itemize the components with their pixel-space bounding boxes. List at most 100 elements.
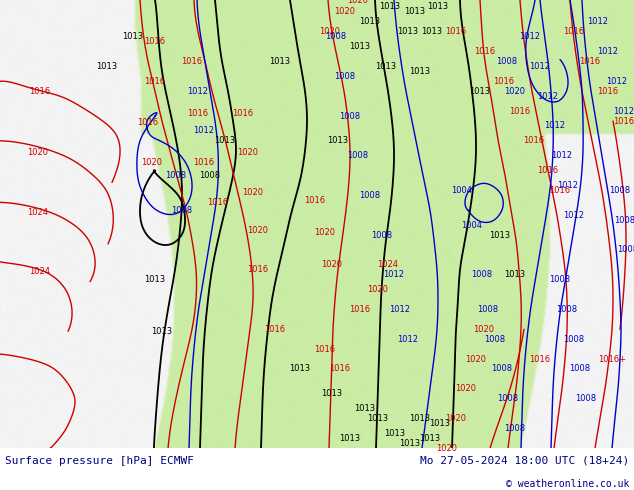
- Text: 1012: 1012: [597, 47, 619, 56]
- Text: 1016: 1016: [550, 186, 571, 195]
- Text: 1013: 1013: [404, 7, 425, 16]
- Text: 1013: 1013: [375, 62, 396, 71]
- Text: 1008: 1008: [372, 231, 392, 240]
- Text: Surface pressure [hPa] ECMWF: Surface pressure [hPa] ECMWF: [5, 456, 194, 466]
- Text: 1016+: 1016+: [598, 355, 626, 364]
- Text: 1020: 1020: [141, 158, 162, 167]
- Text: 1013: 1013: [505, 270, 526, 279]
- Text: 1008: 1008: [335, 72, 356, 81]
- Text: 1012: 1012: [188, 87, 209, 96]
- Text: 1012: 1012: [519, 32, 541, 41]
- Text: 1016: 1016: [579, 57, 600, 66]
- Text: 1020: 1020: [242, 188, 264, 197]
- Text: 1008: 1008: [496, 57, 517, 66]
- Text: © weatheronline.co.uk: © weatheronline.co.uk: [505, 479, 629, 489]
- Text: 1008: 1008: [171, 206, 193, 215]
- Text: 1013: 1013: [96, 62, 117, 71]
- Text: 1008: 1008: [491, 365, 512, 373]
- Text: 1012: 1012: [552, 151, 573, 160]
- Text: 1016: 1016: [145, 77, 165, 86]
- Text: 1013: 1013: [152, 327, 172, 336]
- Text: 1020: 1020: [321, 260, 342, 270]
- Text: 1016: 1016: [529, 355, 550, 364]
- Text: 1013: 1013: [122, 32, 143, 41]
- Text: 1020: 1020: [436, 444, 458, 453]
- Text: 1020: 1020: [238, 148, 259, 157]
- Text: 1013: 1013: [269, 57, 290, 66]
- Text: 1008: 1008: [609, 186, 631, 195]
- Text: 1020: 1020: [465, 355, 486, 364]
- Text: 1016: 1016: [29, 87, 51, 96]
- Text: 1024: 1024: [27, 208, 48, 217]
- Text: 1012: 1012: [607, 77, 628, 86]
- Text: Mo 27-05-2024 18:00 UTC (18+24): Mo 27-05-2024 18:00 UTC (18+24): [420, 456, 629, 466]
- Text: 1013: 1013: [349, 42, 370, 51]
- Text: 1016: 1016: [314, 344, 335, 354]
- Text: 1012: 1012: [384, 270, 404, 279]
- Text: 1008: 1008: [484, 335, 505, 344]
- Text: 1013: 1013: [354, 404, 375, 413]
- Text: 1012: 1012: [545, 122, 566, 130]
- Text: 1008: 1008: [347, 151, 368, 160]
- Text: 1012: 1012: [557, 181, 578, 190]
- Text: 1012: 1012: [193, 126, 214, 135]
- Text: 1020: 1020: [314, 228, 335, 237]
- Text: 1024: 1024: [30, 267, 51, 276]
- Text: 1016: 1016: [193, 158, 214, 167]
- Text: 1016: 1016: [330, 365, 351, 373]
- Text: 1016: 1016: [564, 27, 585, 36]
- Text: 1012: 1012: [398, 335, 418, 344]
- Text: 1013: 1013: [422, 27, 443, 36]
- Text: 1013: 1013: [145, 275, 165, 284]
- Text: 1012: 1012: [389, 305, 410, 314]
- Text: 1016: 1016: [524, 136, 545, 146]
- Text: 1008: 1008: [564, 335, 585, 344]
- Text: 1020: 1020: [347, 0, 368, 4]
- Text: 1008: 1008: [550, 275, 571, 284]
- Text: 1008: 1008: [576, 394, 597, 403]
- Text: 1016: 1016: [474, 47, 496, 56]
- Text: 1012: 1012: [529, 62, 550, 71]
- Text: 1008: 1008: [359, 191, 380, 200]
- Text: 1013: 1013: [420, 434, 441, 443]
- Text: 1013: 1013: [214, 136, 236, 146]
- Text: 1008: 1008: [569, 365, 590, 373]
- Text: 1008: 1008: [498, 394, 519, 403]
- Text: 1016: 1016: [614, 117, 634, 125]
- Text: 1008: 1008: [200, 171, 221, 180]
- Text: 1008: 1008: [339, 112, 361, 121]
- Text: 1020: 1020: [247, 225, 269, 235]
- Text: 1016: 1016: [188, 109, 209, 118]
- Text: 1013: 1013: [410, 414, 430, 423]
- Text: 1013: 1013: [321, 389, 342, 398]
- Text: 1016: 1016: [264, 325, 285, 334]
- Text: 1016: 1016: [207, 198, 229, 207]
- Text: 1016: 1016: [538, 166, 559, 175]
- Text: 1020: 1020: [320, 27, 340, 36]
- Text: 1020: 1020: [368, 285, 389, 294]
- Text: 1008: 1008: [505, 424, 526, 433]
- Text: 1012: 1012: [588, 17, 609, 26]
- Text: 1020: 1020: [446, 414, 467, 423]
- Text: 1013: 1013: [327, 136, 349, 146]
- Text: 1020: 1020: [474, 325, 495, 334]
- Text: 1016: 1016: [233, 109, 254, 118]
- Text: 1013: 1013: [290, 365, 311, 373]
- Text: 1020: 1020: [455, 384, 477, 393]
- Text: 1008: 1008: [618, 245, 634, 254]
- Text: 1020: 1020: [505, 87, 526, 96]
- Text: 1013: 1013: [368, 414, 389, 423]
- Text: 1013: 1013: [427, 2, 449, 11]
- Text: 1016: 1016: [597, 87, 619, 96]
- Text: 1016: 1016: [145, 37, 165, 46]
- Text: 1008: 1008: [557, 305, 578, 314]
- Text: 1013: 1013: [429, 419, 451, 428]
- Text: 1013: 1013: [359, 17, 380, 26]
- Text: 1008: 1008: [477, 305, 498, 314]
- Text: 1016: 1016: [247, 265, 269, 274]
- Text: 1004: 1004: [462, 220, 482, 230]
- Text: 1012: 1012: [614, 107, 634, 116]
- Text: 1016: 1016: [510, 107, 531, 116]
- Text: 1016: 1016: [304, 196, 326, 205]
- Text: 1016: 1016: [138, 119, 158, 127]
